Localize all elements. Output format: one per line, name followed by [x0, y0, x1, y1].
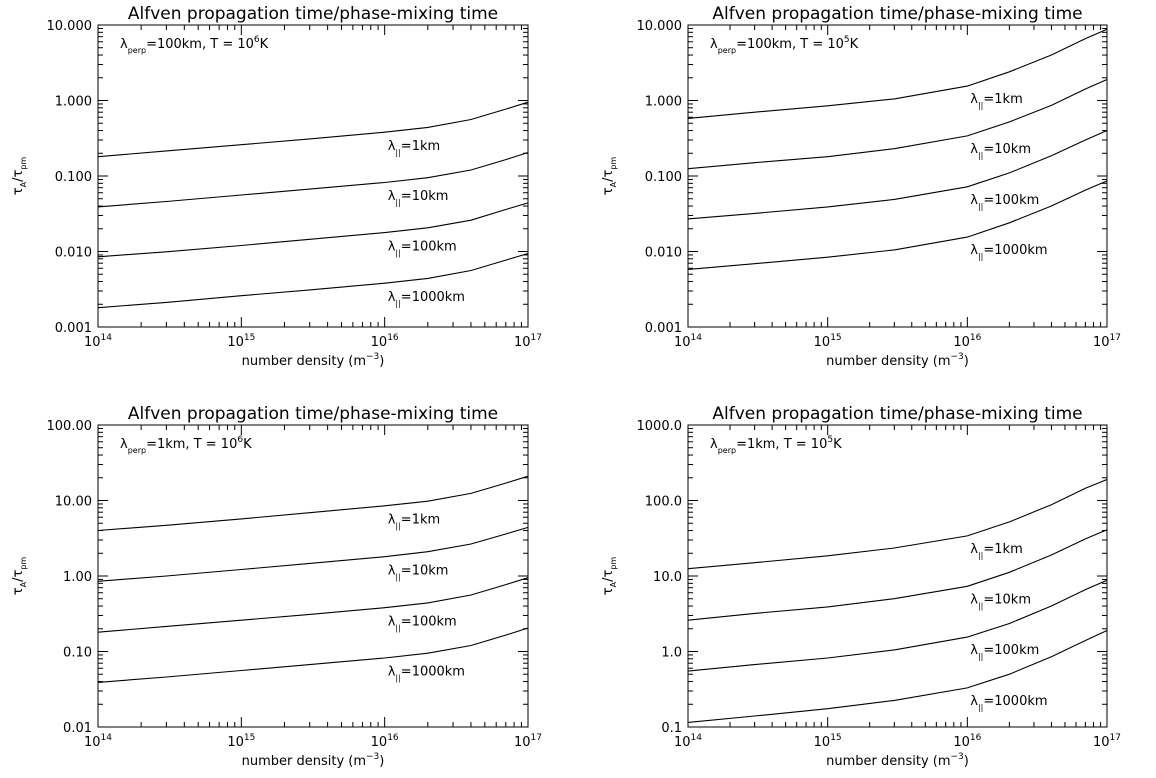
chart-title: Alfven propagation time/phase-mixing tim… [712, 4, 1082, 24]
x-tick-label: 1014 [84, 333, 112, 350]
y-tick-label: 10.000 [637, 19, 683, 34]
series-label: λ||=100km [970, 193, 1039, 211]
x-tick-label: 1016 [953, 333, 981, 350]
series-label: λ||=10km [970, 142, 1031, 160]
x-tick-label: 1014 [674, 733, 702, 750]
x-axis-label: number density (m−3) [242, 752, 385, 769]
series-line-3 [97, 202, 529, 258]
series-line-2 [687, 529, 1108, 621]
y-tick-label: 1.00 [63, 570, 92, 585]
chart-title: Alfven propagation time/phase-mixing tim… [128, 404, 498, 424]
x-tick-label: 1016 [371, 733, 399, 750]
panel-annotation: λperp=1km, T = 105K [710, 435, 842, 455]
series-line-4 [687, 180, 1108, 270]
y-tick-label: 0.010 [645, 246, 682, 261]
series-line-1 [97, 475, 529, 532]
y-axis-label: τA/τpm [11, 557, 28, 596]
x-tick-label: 1015 [814, 333, 842, 350]
series-line-3 [97, 577, 529, 633]
series-line-4 [97, 252, 529, 309]
x-axis-label: number density (m−3) [826, 752, 969, 769]
series-line-2 [97, 151, 529, 208]
panel-annotation: λperp=1km, T = 106K [120, 435, 252, 455]
series-label: λ||=1000km [970, 694, 1047, 712]
y-tick-label: 0.010 [55, 246, 92, 261]
y-tick-label: 0.1 [661, 721, 682, 736]
series-label: λ||=1km [970, 542, 1022, 560]
series-label: λ||=1000km [388, 290, 465, 308]
x-tick-label: 1017 [1093, 733, 1121, 750]
x-tick-label: 1017 [514, 333, 542, 350]
series-label: λ||=100km [970, 643, 1039, 661]
chart-title: Alfven propagation time/phase-mixing tim… [712, 404, 1082, 424]
y-tick-label: 0.001 [645, 321, 682, 336]
plot-frame [97, 24, 529, 328]
y-tick-label: 0.10 [63, 646, 92, 661]
panel-annotation: λperp=100km, T = 105K [710, 35, 859, 55]
x-tick-label: 1017 [514, 733, 542, 750]
series-label: λ||=1km [388, 139, 440, 157]
series-label: λ||=100km [388, 239, 457, 257]
chart-panel-1: Alfven propagation time/phase-mixing tim… [11, 4, 542, 369]
series-line-1 [687, 28, 1108, 119]
series-line-4 [97, 627, 529, 683]
series-line-3 [687, 129, 1108, 220]
series-label: λ||=10km [388, 563, 449, 581]
series-line-1 [687, 478, 1108, 570]
series-line-4 [687, 630, 1108, 723]
series-label: λ||=10km [388, 189, 449, 207]
x-axis-label: number density (m−3) [242, 352, 385, 369]
chart-panel-3: Alfven propagation time/phase-mixing tim… [11, 404, 542, 769]
chart-title: Alfven propagation time/phase-mixing tim… [128, 4, 498, 24]
panel-annotation: λperp=100km, T = 106K [120, 35, 269, 55]
y-tick-label: 10.000 [47, 19, 93, 34]
series-line-2 [97, 526, 529, 582]
series-line-3 [687, 579, 1108, 672]
series-label: λ||=100km [388, 614, 457, 632]
y-tick-label: 10.0 [653, 570, 682, 585]
y-tick-label: 0.001 [55, 321, 92, 336]
y-tick-label: 0.100 [645, 170, 682, 185]
x-tick-label: 1014 [84, 733, 112, 750]
plot-frame [687, 24, 1108, 328]
y-axis-label: τA/τpm [601, 157, 618, 196]
y-axis-label: τA/τpm [11, 157, 28, 196]
chart-panel-4: Alfven propagation time/phase-mixing tim… [601, 404, 1121, 769]
series-line-1 [97, 101, 529, 158]
y-tick-label: 0.100 [55, 170, 92, 185]
y-axis-label: τA/τpm [601, 557, 618, 596]
plot-frame [687, 424, 1108, 728]
series-label: λ||=1000km [970, 243, 1047, 261]
series-label: λ||=10km [970, 592, 1031, 610]
x-tick-label: 1014 [674, 333, 702, 350]
y-tick-label: 1.0 [661, 646, 682, 661]
y-tick-label: 10.00 [55, 495, 92, 510]
series-line-2 [687, 78, 1108, 170]
y-tick-label: 1.000 [645, 95, 682, 110]
series-label: λ||=1km [970, 92, 1022, 110]
x-tick-label: 1015 [814, 733, 842, 750]
y-tick-label: 100.0 [645, 495, 682, 510]
y-tick-label: 1000.0 [637, 419, 683, 434]
chart-panel-2: Alfven propagation time/phase-mixing tim… [601, 4, 1121, 369]
x-tick-label: 1015 [227, 733, 255, 750]
series-label: λ||=1000km [388, 665, 465, 683]
x-axis-label: number density (m−3) [826, 352, 969, 369]
y-tick-label: 0.01 [63, 721, 92, 736]
y-tick-label: 100.00 [47, 419, 93, 434]
x-tick-label: 1017 [1093, 333, 1121, 350]
x-tick-label: 1015 [227, 333, 255, 350]
x-tick-label: 1016 [371, 333, 399, 350]
x-tick-label: 1016 [953, 733, 981, 750]
y-tick-label: 1.000 [55, 95, 92, 110]
series-label: λ||=1km [388, 513, 440, 531]
